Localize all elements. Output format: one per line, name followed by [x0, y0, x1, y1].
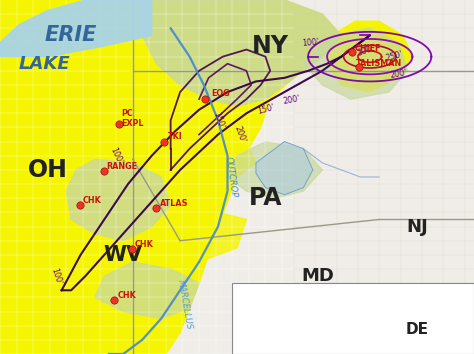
Text: 300: 300	[356, 44, 374, 58]
FancyBboxPatch shape	[232, 283, 474, 354]
Point	[153, 205, 160, 211]
Text: 150': 150'	[211, 111, 225, 130]
Text: MARCELLUS: MARCELLUS	[176, 279, 194, 330]
Point	[100, 168, 108, 173]
Text: NY: NY	[252, 34, 289, 58]
Text: CHK: CHK	[83, 195, 102, 205]
Point	[128, 246, 136, 251]
Text: 200': 200'	[282, 94, 301, 106]
Text: RANGE: RANGE	[107, 162, 137, 171]
Text: CHIEF: CHIEF	[355, 44, 381, 53]
Text: OH: OH	[27, 158, 67, 182]
Point	[348, 50, 356, 55]
Text: MD: MD	[301, 267, 334, 285]
Text: PA: PA	[249, 186, 282, 210]
Polygon shape	[0, 0, 341, 354]
Text: NJ: NJ	[406, 218, 428, 235]
Text: TKI: TKI	[168, 132, 183, 141]
Point	[201, 96, 209, 102]
Polygon shape	[209, 131, 256, 177]
Text: 100': 100'	[109, 146, 124, 165]
Point	[356, 64, 363, 70]
Text: 250': 250'	[385, 50, 404, 63]
Polygon shape	[256, 142, 313, 195]
Polygon shape	[327, 21, 412, 92]
Text: LAKE: LAKE	[19, 55, 71, 73]
Point	[110, 297, 118, 303]
Text: 200': 200'	[389, 68, 408, 80]
Text: 100': 100'	[49, 267, 63, 286]
Text: EOG: EOG	[211, 89, 229, 98]
Polygon shape	[95, 262, 199, 319]
Point	[160, 139, 167, 144]
Text: ATLAS: ATLAS	[160, 199, 189, 208]
Text: CHK: CHK	[135, 240, 154, 249]
Polygon shape	[228, 142, 322, 198]
Polygon shape	[0, 0, 152, 57]
Text: PC
EXPL: PC EXPL	[121, 109, 143, 128]
Text: TALISMAN: TALISMAN	[356, 58, 402, 68]
Text: WV: WV	[104, 245, 143, 265]
Text: 150': 150'	[256, 103, 275, 116]
Point	[76, 202, 83, 207]
Polygon shape	[303, 28, 408, 99]
Polygon shape	[185, 212, 246, 258]
Text: DE: DE	[406, 322, 428, 337]
Polygon shape	[66, 159, 171, 241]
Polygon shape	[142, 0, 341, 106]
Text: 200': 200'	[232, 125, 246, 144]
Text: OUTCROP: OUTCROP	[224, 156, 238, 198]
Text: CHK: CHK	[118, 291, 137, 300]
Text: 100': 100'	[301, 38, 319, 48]
Text: ERIE: ERIE	[45, 25, 97, 45]
Point	[115, 121, 122, 127]
